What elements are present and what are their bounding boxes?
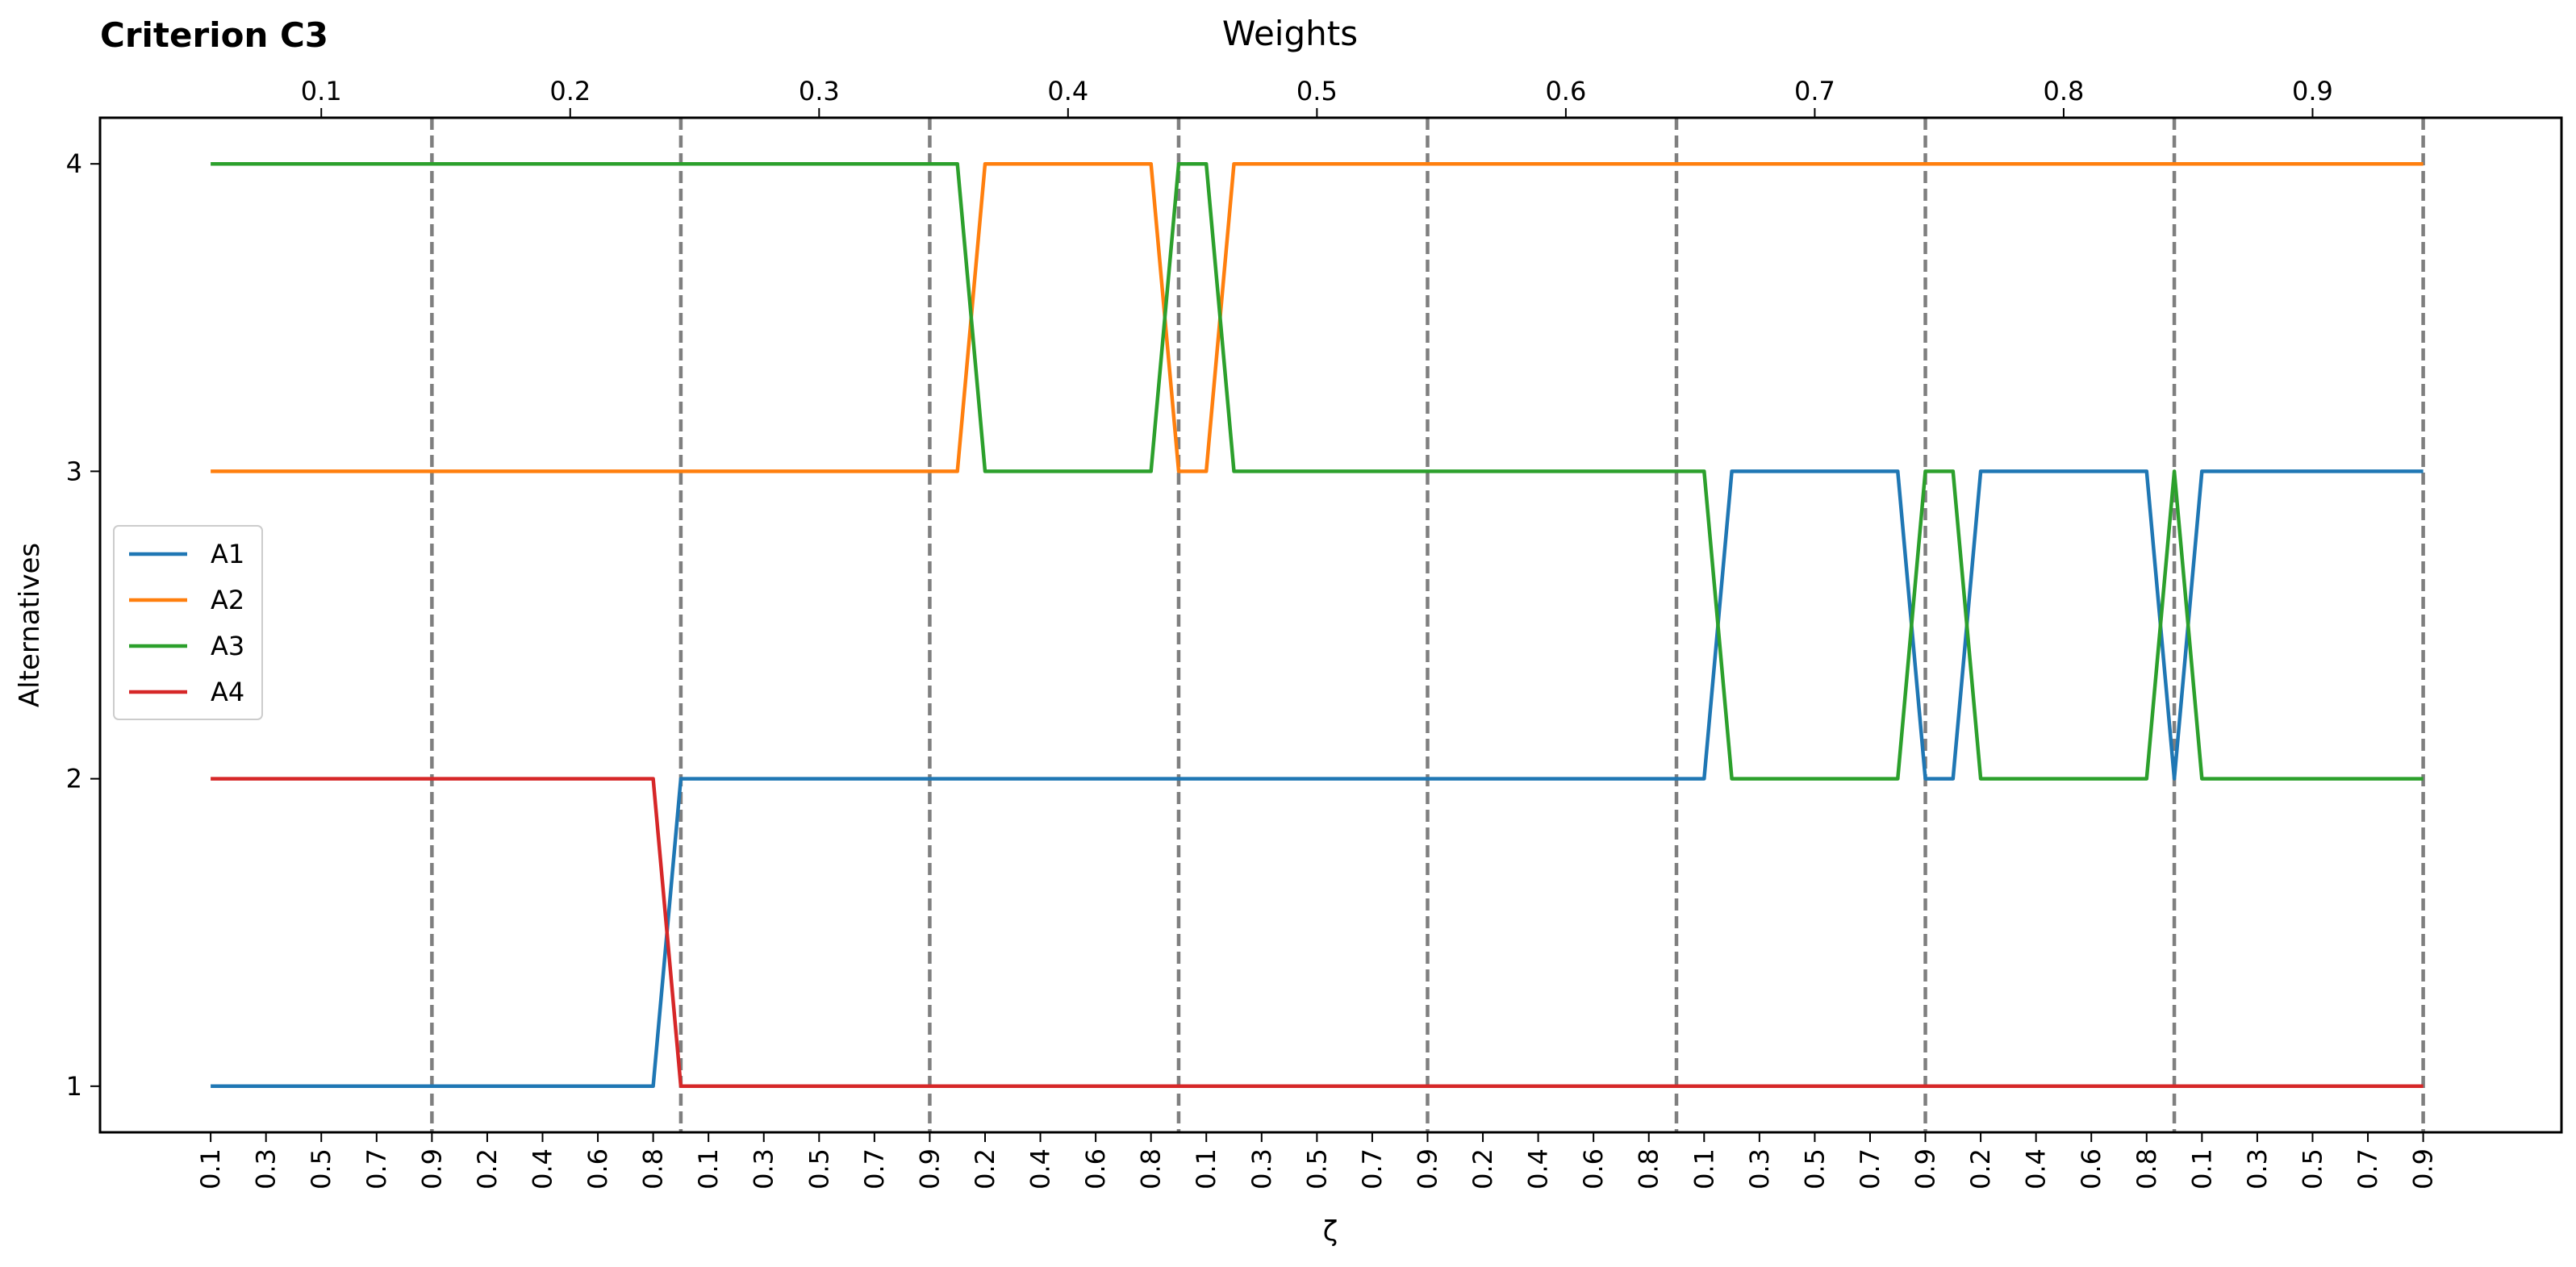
x-tick-label: 0.5 [1301,1148,1332,1190]
series-line-a1 [211,469,2424,1089]
x-tick-label: 0.2 [970,1148,1000,1190]
x-tick-label: 0.9 [2408,1148,2439,1190]
x-tick-label: 0.2 [472,1148,503,1190]
x-tick-label: 0.7 [361,1148,392,1190]
x-tick-label: 0.8 [1634,1148,1664,1190]
y-tick-label: 1 [66,1071,82,1102]
x-tick-label: 0.1 [195,1148,226,1190]
x-tick-label: 0.6 [2076,1148,2106,1190]
legend-label-a4: A4 [211,677,244,707]
top-tick-label: 0.7 [1794,76,1835,106]
legend-label-a2: A2 [211,585,244,615]
y-axis-label: Alternatives [14,543,46,707]
top-tick-label: 0.5 [1296,76,1338,106]
top-x-axis: 0.1 0.2 0.3 0.4 0.5 0.6 0.7 0.8 0.9 [301,76,2333,118]
x-tick-label: 0.7 [2353,1148,2383,1190]
x-tick-label: 0.7 [1855,1148,1885,1190]
x-tick-label: 0.3 [251,1148,282,1190]
x-tick-label: 0.6 [1080,1148,1111,1190]
x-tick-label: 0.5 [804,1148,834,1190]
y-tick-label: 3 [66,456,82,486]
legend-label-a3: A3 [211,631,244,661]
x-tick-label: 0.9 [416,1148,447,1190]
y-tick-label: 4 [66,148,82,179]
x-tick-label: 0.9 [1910,1148,1941,1190]
group-boundary-lines [430,118,2425,1132]
x-tick-label: 0.8 [638,1148,669,1190]
top-tick-label: 0.9 [2292,76,2333,106]
x-tick-label: 0.2 [1965,1148,1996,1190]
x-tick-label: 0.1 [1689,1148,1719,1190]
series-lines [211,161,2424,1089]
x-tick-label: 0.6 [1578,1148,1609,1190]
x-tick-label: 0.5 [1799,1148,1830,1190]
bottom-x-axis: 0.1 0.3 0.5 0.7 0.9 0.2 0.4 0.6 0.8 0.1 0.3 0.5 0.7 0… [195,1132,2439,1190]
x-tick-label: 0.1 [2186,1148,2217,1190]
top-axis-label: Weights [1222,14,1358,53]
x-tick-label: 0.1 [1191,1148,1221,1190]
x-tick-label: 0.4 [1523,1148,1554,1190]
plot-frame [98,116,2563,1134]
x-tick-label: 0.5 [2298,1148,2328,1190]
chart-title: Criterion C3 [100,15,328,55]
top-tick-label: 0.1 [301,76,342,106]
x-tick-label: 0.1 [693,1148,724,1190]
legend-label-a1: A1 [211,539,244,569]
top-tick-label: 0.2 [549,76,591,106]
x-tick-label: 0.3 [2242,1148,2273,1190]
x-tick-label: 0.7 [1357,1148,1388,1190]
x-tick-label: 0.4 [1025,1148,1056,1190]
x-tick-label: 0.7 [859,1148,890,1190]
x-tick-label: 0.9 [1413,1148,1443,1190]
x-tick-label: 0.5 [306,1148,336,1190]
top-tick-label: 0.4 [1047,76,1088,106]
x-tick-label: 0.4 [2021,1148,2052,1190]
x-tick-label: 0.8 [2131,1148,2162,1190]
top-tick-label: 0.6 [1545,76,1586,106]
legend-frame [113,525,263,720]
y-axis: 1 2 3 4 [66,148,100,1102]
x-tick-label: 0.3 [1246,1148,1277,1190]
x-tick-label: 0.3 [749,1148,779,1190]
x-tick-label: 0.9 [914,1148,945,1190]
x-tick-label: 0.8 [1136,1148,1167,1190]
x-tick-label: 0.4 [528,1148,558,1190]
x-tick-label: 0.6 [582,1148,613,1190]
series-line-a3 [211,161,2424,781]
top-tick-label: 0.8 [2043,76,2084,106]
series-line-a4 [211,777,2424,1089]
x-axis-label: ζ [1323,1215,1338,1248]
top-tick-label: 0.3 [799,76,840,106]
legend: A1 A2 A3 A4 [113,525,263,720]
x-tick-label: 0.3 [1744,1148,1775,1190]
x-tick-label: 0.2 [1468,1148,1498,1190]
y-tick-label: 2 [66,764,82,794]
